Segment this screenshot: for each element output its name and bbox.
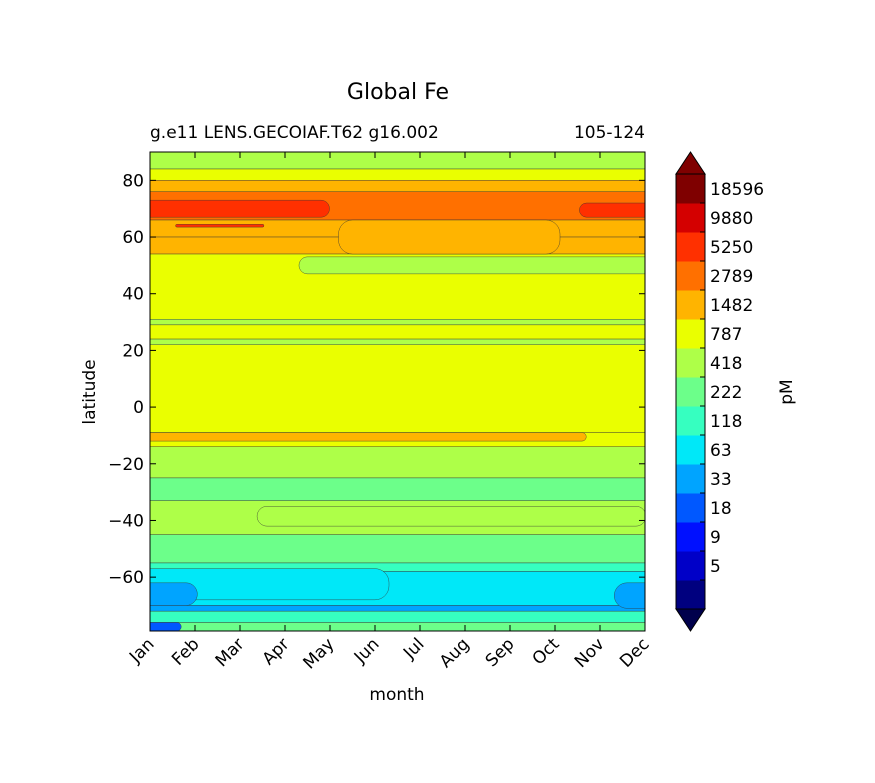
contour-band-7	[150, 319, 645, 326]
colorbar-tick-label: 1482	[710, 296, 753, 316]
y-tick-label: 60	[122, 228, 144, 248]
x-tick-label: Oct	[529, 634, 564, 669]
x-tick-label: Apr	[259, 634, 294, 669]
y-axis: 80 60 40 20 0 −20 −40 −60	[108, 171, 645, 588]
chart-subtitle-right: 105-124	[574, 123, 645, 143]
contour-band-10	[150, 344, 645, 433]
colorbar-segment-1	[676, 551, 705, 581]
colorbar-tick-label: 5	[710, 557, 721, 577]
contour-southern-midlat-band	[256, 506, 645, 527]
contour-antarctic-low-west	[150, 582, 198, 606]
contour-equatorial-high-band	[150, 432, 587, 442]
chart-title: Global Fe	[347, 80, 449, 105]
colorbar-segment-8	[676, 348, 705, 378]
contour-arctic-high-west	[150, 199, 330, 218]
colorbar-segment-13	[676, 203, 705, 233]
colorbar-segment-7	[676, 377, 705, 407]
colorbar-tick-label: 222	[710, 383, 742, 403]
contour-band-2	[150, 180, 645, 192]
colorbar-segment-9	[676, 319, 705, 349]
contour-midlat-summer-band	[298, 256, 645, 275]
colorbar-extend-high	[675, 151, 706, 175]
colorbar-extend-low	[675, 608, 706, 632]
chart-subtitle-left: g.e11 LENS.GECOIAF.T62 g16.002	[150, 123, 439, 143]
x-tick-label: Sep	[482, 634, 519, 671]
x-tick-label: May	[300, 634, 339, 673]
contour-antarctic-low-east	[614, 582, 645, 609]
colorbar-tick-label: 5250	[710, 238, 753, 258]
colorbar-tick-label: 418	[710, 354, 742, 374]
plot-area	[150, 152, 645, 631]
colorbar-segment-14	[676, 174, 705, 204]
contour-band-9	[150, 338, 645, 345]
contour-arctic-high-east	[579, 202, 645, 218]
contour-southern-ocean-low	[150, 568, 390, 601]
contour-band-13	[150, 477, 645, 501]
x-tick-label: Dec	[616, 634, 653, 671]
colorbar-segment-2	[676, 522, 705, 552]
x-tick-label: Jun	[350, 634, 384, 668]
contour-band-12	[150, 446, 645, 479]
contour-band-19	[150, 610, 645, 623]
colorbar-segment-12	[676, 232, 705, 262]
y-tick-label: −60	[108, 568, 144, 588]
y-tick-label: −20	[108, 455, 144, 475]
plot-frame	[149, 151, 646, 632]
colorbar-tick-label: 2789	[710, 267, 753, 287]
colorbar-segment-11	[676, 261, 705, 291]
y-tick-label: 20	[122, 341, 144, 361]
colorbar-label: pM	[777, 379, 797, 404]
contour-band-18	[150, 605, 645, 612]
x-axis-label: month	[369, 685, 424, 705]
colorbar-segment-3	[676, 493, 705, 523]
colorbar-segment-4	[676, 464, 705, 494]
x-tick-label: Nov	[571, 634, 609, 672]
y-tick-label: −40	[108, 511, 144, 531]
contour-band-8	[150, 324, 645, 340]
colorbar-tick-label: 787	[710, 325, 742, 345]
colorbar-tick-label: 63	[710, 441, 732, 461]
x-tick-label: Jan	[125, 634, 158, 667]
colorbar-segment-0	[676, 580, 705, 610]
colorbar-tick-label: 18	[710, 499, 732, 519]
x-tick-label: Feb	[168, 634, 203, 669]
contour-antarctic-lowest	[150, 622, 182, 631]
colorbar-tick-label: 9	[710, 528, 721, 548]
y-tick-label: 40	[122, 285, 144, 305]
contour-band-15	[150, 534, 645, 564]
colorbar-segment-5	[676, 435, 705, 465]
contour-arctic-high-streak	[175, 224, 265, 228]
contour-band-0	[150, 152, 645, 170]
contour-band-20	[150, 622, 645, 631]
colorbar-frame	[675, 173, 706, 610]
x-tick-label: Mar	[212, 634, 249, 671]
y-axis-label: latitude	[80, 359, 100, 424]
x-tick-label: Aug	[436, 634, 474, 672]
contour-band-1	[150, 168, 645, 181]
contour-subarctic-summer-dip	[338, 219, 561, 255]
colorbar: 5 9 18 33 63 118 222 418 787 1482 2789 5250 9880 1859…	[675, 151, 764, 632]
colorbar-tick-label: 33	[710, 470, 732, 490]
colorbar-tick-label: 18596	[710, 180, 764, 200]
colorbar-tick-label: 9880	[710, 209, 753, 229]
y-tick-label: 0	[133, 398, 144, 418]
colorbar-segment-6	[676, 406, 705, 436]
x-tick-label: Jul	[399, 634, 428, 663]
colorbar-segment-10	[676, 290, 705, 320]
colorbar-tick-label: 118	[710, 412, 742, 432]
y-tick-label: 80	[122, 171, 144, 191]
